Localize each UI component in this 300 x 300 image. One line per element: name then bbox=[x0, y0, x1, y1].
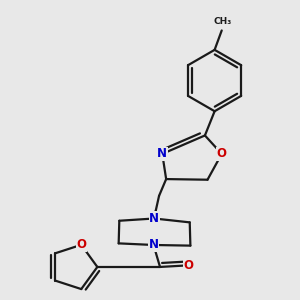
Text: N: N bbox=[148, 238, 159, 251]
Text: CH₃: CH₃ bbox=[214, 17, 232, 26]
Text: O: O bbox=[217, 147, 227, 161]
Text: O: O bbox=[183, 259, 194, 272]
Text: N: N bbox=[149, 212, 159, 225]
Text: N: N bbox=[157, 147, 167, 161]
Text: O: O bbox=[76, 238, 86, 251]
